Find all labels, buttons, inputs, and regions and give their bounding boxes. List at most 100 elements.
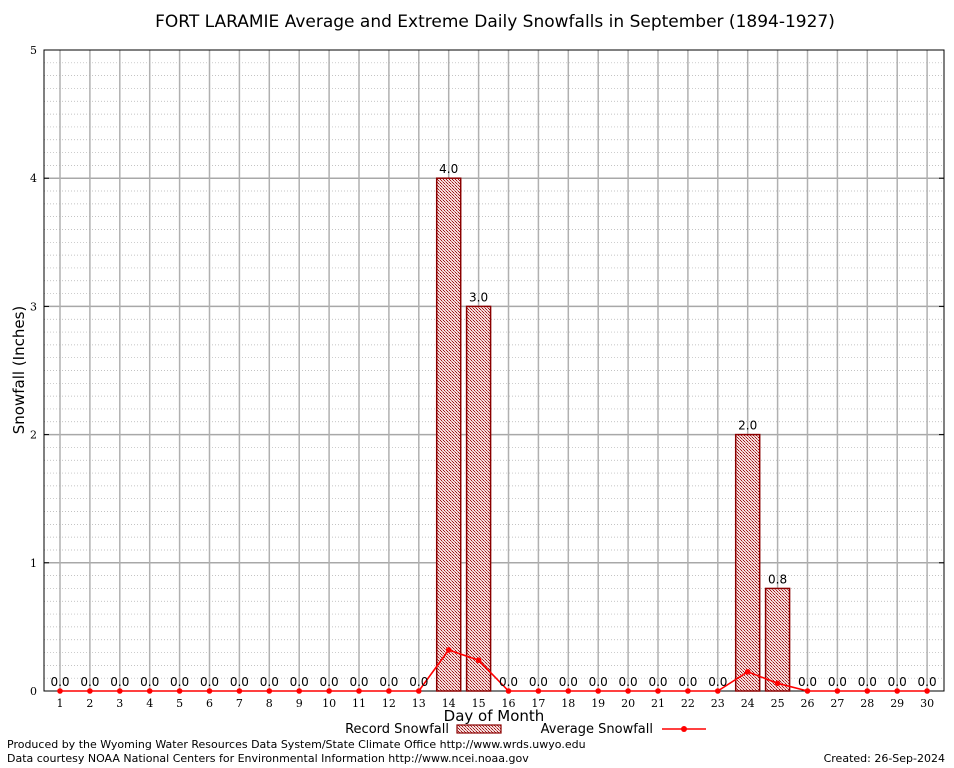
record-value-label: 0.0 [678,675,697,689]
legend-record-swatch [456,724,502,734]
average-point [416,688,422,694]
average-point [625,688,631,694]
x-tick-label: 10 [322,697,336,710]
record-value-label: 0.0 [50,675,69,689]
average-point [774,680,781,687]
x-tick-label: 3 [116,697,123,710]
record-value-label: 2.0 [738,419,757,433]
y-axis-label: Snowfall (Inches) [10,306,28,434]
record-bar [764,587,791,692]
average-point [117,688,123,694]
x-tick-label: 5 [176,697,183,710]
record-value-label: 0.0 [499,675,518,689]
record-value-label: 0.0 [888,675,907,689]
grid [44,50,944,691]
x-ticks: 1 2 3 4 5 6 7 8 9 10 11 12 13 14 15 16 17 18 19 20 21 22 23 24 2… [57,697,935,710]
x-tick-label: 6 [206,697,213,710]
x-tick-label: 1 [57,697,64,710]
x-axis-label: Day of Month [444,707,545,725]
average-point [57,688,63,694]
x-tick-label: 12 [382,697,396,710]
x-tick-label: 13 [412,697,426,710]
average-point [894,688,900,694]
bars [435,177,791,692]
record-value-label: 0.0 [230,675,249,689]
average-point [445,647,452,653]
x-tick-label: 8 [266,697,273,710]
record-bar [465,305,492,692]
x-tick-label: 19 [591,697,605,710]
x-tick-label: 30 [920,697,934,710]
x-tick-label: 9 [296,697,303,710]
average-point [565,688,572,694]
average-polyline [60,649,928,692]
record-value-label: 0.0 [110,675,129,689]
record-value-label: 0.0 [559,675,578,689]
legend-average-label: Average Snowfall [541,722,653,737]
legend-record-label: Record Snowfall [345,722,449,737]
record-value-label: 0.0 [320,675,339,689]
average-point [864,688,871,694]
average-line [57,647,930,694]
x-tick-label: 22 [681,697,695,710]
average-point [535,688,542,694]
record-value-label: 0.0 [200,675,219,689]
record-value-label: 0.0 [858,675,877,689]
chart-title: FORT LARAMIE Average and Extreme Daily S… [155,12,835,32]
average-point [146,688,153,694]
average-point [595,688,601,694]
legend-average-marker [681,726,687,732]
x-tick-label: 26 [801,697,815,710]
average-point [834,688,841,694]
x-tick-label: 24 [741,697,755,710]
average-point [386,688,392,694]
x-tick-label: 14 [442,697,456,710]
x-tick-label: 2 [86,697,93,710]
data-labels: 0.0 0.0 0.0 0.0 0.0 0.0 0.0 0.0 0.0 0.0 0.0 0.0 0.0 4… [50,162,936,689]
record-value-label: 3.0 [469,290,488,304]
record-value-label: 4.0 [439,162,458,176]
footer-produced-by: Produced by the Wyoming Water Resources … [7,738,586,751]
record-value-label: 0.0 [349,675,368,689]
x-tick-label: 15 [472,697,486,710]
x-tick-label: 28 [860,697,874,710]
x-tick-label: 20 [621,697,635,710]
x-tick-label: 27 [830,697,844,710]
average-point [804,688,811,694]
footer-created: Created: 26-Sep-2024 [824,752,945,765]
average-point [744,668,751,675]
record-value-label: 0.0 [529,675,548,689]
average-point [685,688,691,694]
record-value-label: 0.0 [619,675,638,689]
x-tick-label: 17 [531,697,545,710]
y-tick-label: 4 [30,172,37,185]
record-value-label: 0.0 [798,675,817,689]
record-value-label: 0.8 [768,572,787,586]
average-point [296,688,303,694]
record-value-label: 0.0 [918,675,937,689]
average-point [655,688,661,694]
average-point [326,688,332,694]
record-value-label: 0.0 [379,675,398,689]
footer-data-courtesy: Data courtesy NOAA National Centers for … [7,752,529,765]
average-point [924,688,930,694]
average-point [236,688,243,694]
record-value-label: 0.0 [290,675,309,689]
x-tick-label: 21 [651,697,665,710]
average-point [505,688,512,694]
average-point [206,688,213,694]
y-tick-label: 0 [30,685,37,698]
x-tick-label: 29 [890,697,904,710]
y-tick-label: 2 [30,429,37,442]
x-tick-label: 4 [146,697,153,710]
record-value-label: 0.0 [828,675,847,689]
x-tick-label: 25 [771,697,785,710]
record-value-label: 0.0 [409,675,428,689]
y-ticks: 0 1 2 3 4 5 [30,44,944,698]
y-tick-label: 5 [30,44,37,57]
x-tick-label: 7 [236,697,243,710]
plot-frame [43,49,945,692]
record-value-label: 0.0 [170,675,189,689]
y-tick-label: 3 [30,300,37,313]
record-value-label: 0.0 [140,675,159,689]
